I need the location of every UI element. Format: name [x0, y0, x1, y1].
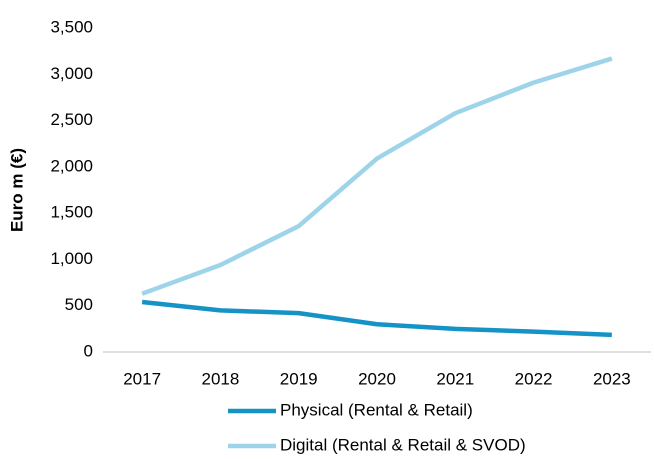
series-line	[141, 299, 612, 338]
y-tick-label: 500	[65, 295, 93, 314]
y-tick-label: 1,000	[50, 249, 93, 268]
legend-label: Physical (Rental & Retail)	[280, 400, 473, 419]
y-tick-label: 3,500	[50, 17, 93, 36]
y-tick-label: 1,500	[50, 203, 93, 222]
y-axis-label: Euro m (€)	[7, 148, 26, 232]
y-tick-label: 3,000	[50, 64, 93, 83]
series-line	[141, 56, 613, 296]
y-tick-label: 0	[84, 341, 93, 360]
y-tick-label: 2,500	[50, 110, 93, 129]
x-tick-label: 2019	[280, 369, 318, 388]
x-tick-label: 2022	[515, 369, 553, 388]
x-tick-label: 2021	[436, 369, 474, 388]
x-tick-label: 2018	[202, 369, 240, 388]
legend-label: Digital (Rental & Retail & SVOD)	[280, 435, 526, 454]
x-tick-label: 2023	[593, 369, 631, 388]
y-tick-label: 2,000	[50, 156, 93, 175]
x-tick-label: 2017	[123, 369, 161, 388]
x-tick-label: 2020	[358, 369, 396, 388]
